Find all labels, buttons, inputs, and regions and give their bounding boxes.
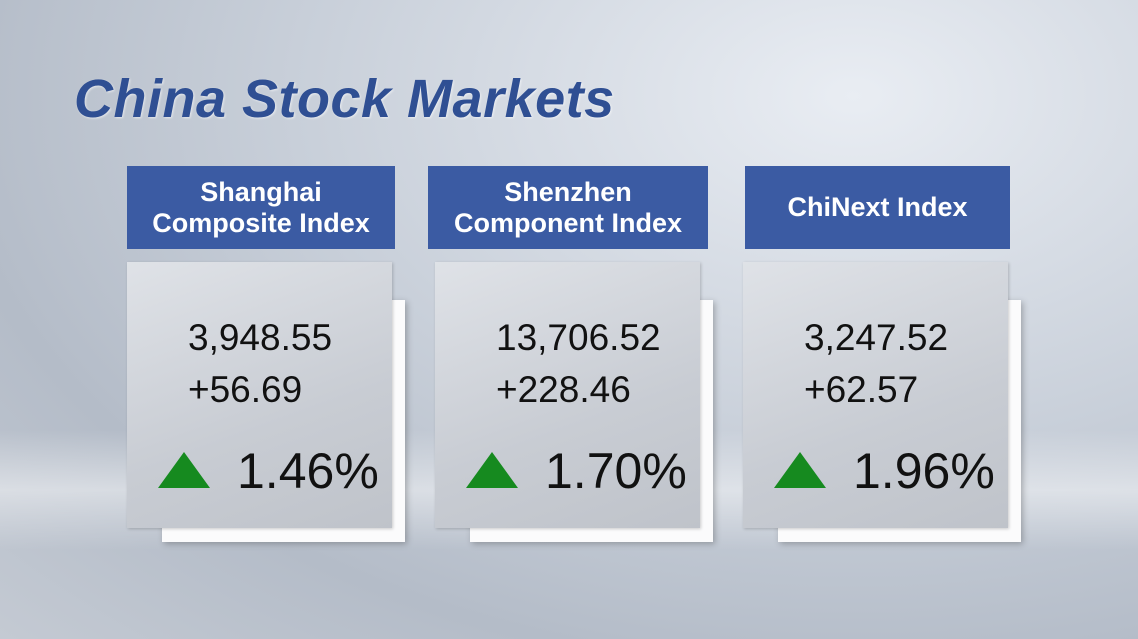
index-name: Component Index (454, 207, 682, 238)
index-card: 13,706.52 +228.46 1.70% (435, 262, 700, 528)
index-value: 3,948.55 (188, 317, 333, 358)
title: China Stock Markets (74, 69, 615, 129)
index-header: Shanghai Composite Index (127, 166, 395, 249)
index-card: 3,948.55 +56.69 1.46% (127, 262, 392, 528)
index-value: 13,706.52 (496, 317, 661, 358)
index-change: +62.57 (804, 369, 919, 410)
index-percent: 1.96% (853, 443, 995, 499)
index-value: 3,247.52 (804, 317, 949, 358)
index-name: ChiNext Index (787, 192, 968, 222)
index-card: 3,247.52 +62.57 1.96% (743, 262, 1008, 528)
index-name: Composite Index (152, 207, 370, 238)
index-name: Shanghai (200, 176, 322, 207)
index-name: Shenzhen (504, 176, 632, 207)
index-percent: 1.70% (545, 443, 687, 499)
up-arrow (774, 452, 826, 488)
index-header: ChiNext Index (745, 166, 1010, 249)
index-change: +56.69 (188, 369, 303, 410)
up-arrow (466, 452, 518, 488)
index-change: +228.46 (496, 369, 631, 410)
index-percent: 1.46% (237, 443, 379, 499)
up-arrow (158, 452, 210, 488)
index-header: Shenzhen Component Index (428, 166, 708, 249)
